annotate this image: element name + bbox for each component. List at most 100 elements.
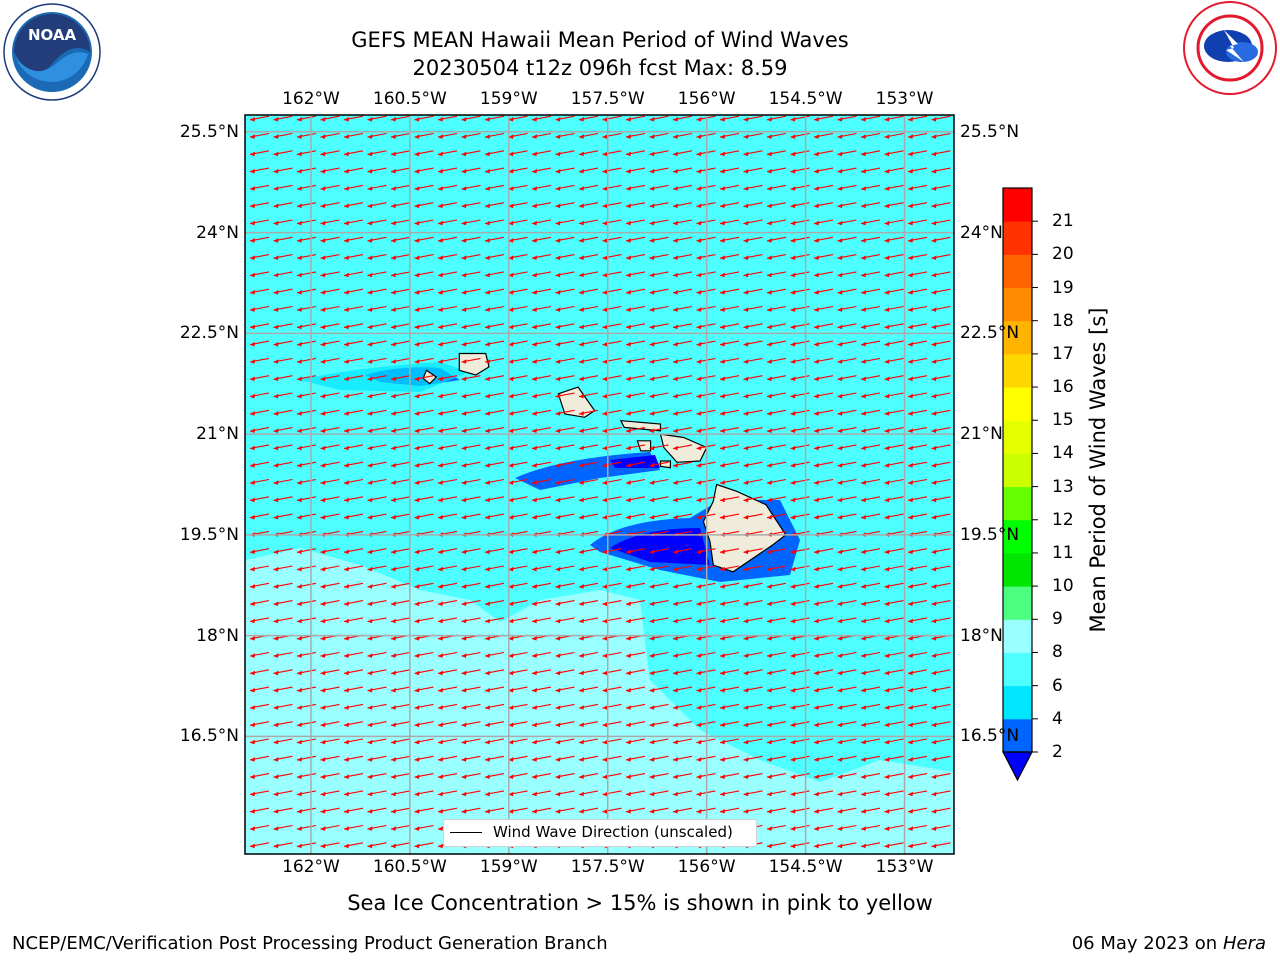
wind-wave-arrow <box>743 478 763 485</box>
wind-wave-arrow <box>743 375 763 382</box>
wind-wave-arrow <box>672 392 693 399</box>
wind-wave-arrow <box>649 427 669 433</box>
wind-wave-arrow <box>766 219 787 226</box>
wind-wave-arrow <box>884 496 904 503</box>
period-zone-under-2 <box>610 528 710 565</box>
wind-wave-arrow <box>484 254 505 260</box>
wind-wave-arrow <box>320 236 340 243</box>
wind-wave-arrow <box>649 600 669 606</box>
wind-wave-arrow <box>578 167 599 174</box>
wind-wave-arrow <box>931 703 951 710</box>
wind-wave-arrow <box>273 392 293 399</box>
wind-wave-arrow <box>813 496 834 503</box>
wind-wave-arrow <box>414 686 434 693</box>
wind-wave-arrow <box>296 669 317 676</box>
wind-wave-arrow <box>743 651 763 658</box>
wind-wave-arrow <box>625 150 646 157</box>
wind-wave-arrow <box>249 202 270 209</box>
wind-wave-arrow <box>367 496 387 503</box>
wind-wave-arrow <box>837 392 857 399</box>
wind-wave-arrow <box>296 617 317 624</box>
wind-wave-arrow <box>273 548 293 555</box>
wind-wave-arrow <box>555 340 575 347</box>
wind-wave-arrow <box>367 409 387 416</box>
wind-wave-arrow <box>414 375 434 382</box>
wind-wave-arrow <box>860 202 881 209</box>
wind-wave-arrow <box>766 582 787 589</box>
wind-wave-arrow <box>672 115 693 122</box>
wind-wave-arrow <box>484 669 505 676</box>
wind-wave-arrow <box>508 132 528 139</box>
wind-wave-arrow <box>414 548 434 555</box>
wind-wave-arrow <box>743 444 763 451</box>
wind-wave-arrow <box>625 375 646 382</box>
wind-wave-arrow <box>860 755 881 762</box>
wind-wave-arrow <box>884 565 904 572</box>
wind-wave-arrow <box>578 115 599 122</box>
wind-wave-arrow <box>602 721 622 728</box>
wind-wave-arrow <box>602 703 622 710</box>
wind-wave-arrow <box>508 461 528 468</box>
wind-wave-arrow <box>320 409 340 416</box>
wind-wave-arrow <box>296 790 317 797</box>
wind-wave-arrow <box>672 375 693 382</box>
wind-wave-arrow <box>414 600 434 606</box>
wind-wave-arrow <box>860 478 881 485</box>
wind-wave-arrow <box>813 738 834 745</box>
wind-wave-arrow <box>672 807 693 814</box>
wind-wave-arrow <box>813 427 834 433</box>
wind-wave-arrow <box>672 755 693 762</box>
wind-wave-arrow <box>437 305 458 312</box>
colorbar-tick-label: 6 <box>1052 675 1063 696</box>
wind-wave-arrow <box>884 842 904 849</box>
wind-wave-arrow <box>273 184 293 191</box>
wind-wave-arrow <box>343 115 364 122</box>
wind-wave-arrow <box>837 219 857 226</box>
wind-wave-arrow <box>273 150 293 157</box>
wind-wave-arrow <box>672 686 693 693</box>
wind-wave-arrow <box>625 323 646 330</box>
period-zone-under-2-maui <box>610 455 660 468</box>
wind-wave-arrow <box>484 271 505 278</box>
wind-wave-arrow <box>813 513 834 520</box>
wind-wave-arrow <box>813 392 834 399</box>
wind-wave-arrow <box>367 651 387 658</box>
wind-wave-arrow <box>437 548 458 555</box>
wind-wave-arrow <box>367 738 387 745</box>
wind-wave-arrow <box>602 271 622 278</box>
wind-wave-arrow <box>484 548 505 555</box>
wind-wave-arrow <box>508 288 528 295</box>
colorbar-segment <box>1003 387 1032 421</box>
wind-wave-arrow <box>367 184 387 191</box>
wind-wave-arrow <box>837 651 857 658</box>
wind-wave-arrow <box>296 340 317 347</box>
wind-wave-arrow <box>367 236 387 243</box>
wind-wave-arrow <box>414 582 434 589</box>
wind-wave-arrow <box>766 721 787 728</box>
wind-wave-arrow <box>249 288 270 295</box>
wind-wave-arrow <box>508 150 528 157</box>
wind-wave-arrow <box>649 184 669 191</box>
legend-line-icon <box>450 832 482 833</box>
wind-wave-arrow <box>343 427 364 433</box>
wind-wave-arrow <box>390 721 411 728</box>
wind-wave-arrow <box>625 600 646 606</box>
wind-wave-arrow <box>719 340 740 347</box>
wind-wave-arrow <box>672 721 693 728</box>
wind-wave-arrow <box>531 375 552 382</box>
wind-wave-arrow <box>249 254 270 260</box>
wind-wave-arrow <box>860 115 881 122</box>
colorbar-segment <box>1003 254 1032 289</box>
lat-tick-label-right: 24°N <box>960 222 1003 243</box>
wind-wave-arrow <box>343 790 364 797</box>
wind-wave-arrow <box>367 703 387 710</box>
map-frame <box>244 114 955 855</box>
wind-wave-arrow <box>743 288 763 295</box>
wind-wave-arrow <box>602 651 622 658</box>
wind-wave-arrow <box>555 721 575 728</box>
wind-wave-arrow <box>672 617 693 624</box>
wind-wave-arrow <box>837 427 857 433</box>
wind-wave-arrow <box>931 738 951 745</box>
lon-tick-label-top: 156°W <box>677 89 736 109</box>
wind-wave-arrow <box>931 461 951 468</box>
